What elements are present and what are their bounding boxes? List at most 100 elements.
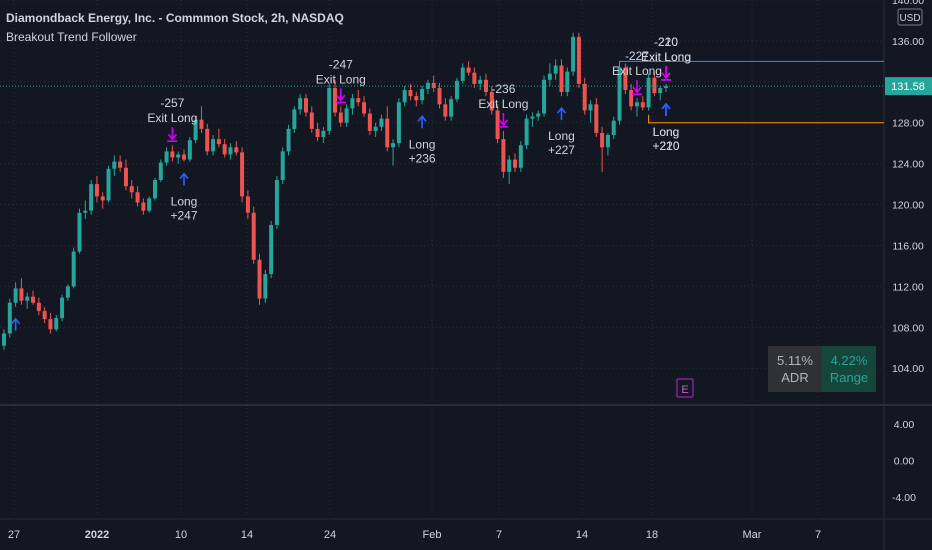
- trade-pnl: -227: [625, 49, 649, 63]
- candle-body: [48, 319, 53, 330]
- candle-body: [356, 98, 361, 103]
- earnings-marker-label: E: [681, 384, 688, 396]
- trade-label: Exit Long: [641, 50, 691, 64]
- long-arrow-head: [10, 317, 21, 325]
- candle-body: [344, 108, 349, 123]
- trade-label: Exit Long: [316, 72, 366, 86]
- x-tick-label: 10: [175, 529, 187, 541]
- currency-box: [897, 8, 923, 26]
- candle-body: [530, 116, 535, 119]
- candle-body: [646, 77, 651, 108]
- currency-label: USD: [899, 13, 920, 24]
- candle-body: [240, 152, 245, 197]
- x-tick-label: 24: [324, 529, 336, 541]
- candle-body: [414, 96, 419, 101]
- candle-body: [495, 110, 500, 140]
- candle-body: [658, 87, 663, 94]
- candle-body: [211, 139, 216, 152]
- candle-body: [54, 318, 59, 330]
- candle-body: [501, 139, 506, 172]
- candle-body: [333, 87, 337, 113]
- candle-body: [379, 118, 384, 127]
- trade-pnl: +220: [652, 139, 679, 153]
- candle-body: [31, 296, 36, 303]
- indicator-name: Breakout Trend Follower: [6, 30, 137, 44]
- x-tick-label: 7: [815, 529, 821, 541]
- range-label: Range: [829, 370, 869, 385]
- trade-pnl: -247: [329, 57, 353, 71]
- long-arrow-head: [417, 115, 427, 122]
- candle-body: [135, 192, 140, 203]
- candles: [2, 32, 668, 350]
- candle-body: [298, 98, 303, 110]
- trade-pnl: -257: [160, 96, 184, 110]
- candle-body: [42, 310, 47, 320]
- candle-body: [420, 88, 425, 101]
- candle-body: [164, 151, 169, 163]
- support-line: [648, 114, 884, 124]
- candle-body: [478, 79, 483, 84]
- x-tick-label: Mar: [743, 529, 762, 541]
- trade-label: Long: [653, 125, 680, 139]
- x-tick-label: 14: [241, 529, 253, 541]
- trade-pnl: +227: [548, 143, 575, 157]
- candle-body: [594, 104, 599, 133]
- candle-body: [431, 82, 436, 88]
- candle-body: [19, 288, 24, 301]
- candle-body: [425, 82, 430, 89]
- trade-label: Long: [171, 195, 198, 209]
- exit-arrow-head: [632, 86, 642, 94]
- y-tick-label: 140.00: [892, 0, 924, 7]
- trade-label: Long: [653, 125, 680, 139]
- candle-body: [234, 147, 239, 153]
- candle-body: [257, 259, 262, 299]
- candle-body: [582, 83, 587, 111]
- candle-body: [391, 143, 396, 148]
- candle-body: [600, 132, 605, 148]
- last-price-tag: [885, 77, 932, 96]
- candle-body: [327, 87, 332, 131]
- trade-pnl: -220: [654, 35, 678, 49]
- candle-body: [152, 180, 157, 199]
- candle-body: [147, 198, 152, 211]
- candle-body: [536, 113, 541, 117]
- candle-body: [350, 98, 355, 109]
- candle-body: [65, 286, 70, 298]
- candle-body: [60, 297, 65, 319]
- candle-body: [292, 109, 297, 129]
- long-arrow-head: [556, 106, 567, 114]
- x-tick-label: Feb: [423, 529, 442, 541]
- chart-title: Diamondback Energy, Inc. - Commmon Stock…: [6, 11, 344, 25]
- y-tick-label: 104.00: [892, 363, 924, 375]
- trade-label: Long: [548, 129, 575, 143]
- y-tick-label: 108.00: [892, 322, 924, 334]
- candle-body: [507, 159, 512, 172]
- candle-body: [524, 118, 529, 146]
- candle-body: [141, 202, 146, 211]
- adr-value: 5.11%: [777, 353, 813, 368]
- candle-body: [559, 65, 564, 93]
- candle-body: [36, 302, 41, 311]
- candle-body: [640, 102, 645, 108]
- candle-body: [460, 67, 465, 81]
- trade-pnl: +210: [652, 139, 679, 153]
- candle-body: [396, 102, 401, 144]
- adr-box: 5.11% ADR: [768, 346, 822, 392]
- candle-body: [187, 140, 192, 160]
- exit-arrow-head: [498, 119, 509, 127]
- trade-label: Long: [409, 137, 436, 151]
- candle-body: [170, 151, 175, 158]
- candle-body: [303, 98, 308, 113]
- candle-body: [518, 145, 523, 168]
- candle-body: [100, 196, 105, 201]
- candle-body: [472, 72, 477, 84]
- osc-tick-label: -4.00: [892, 492, 916, 504]
- candle-body: [315, 128, 320, 138]
- trade-pnl: -236: [491, 82, 515, 96]
- osc-tick-label: 4.00: [894, 419, 915, 431]
- candle-body: [269, 225, 274, 275]
- y-tick-label: 116.00: [892, 240, 923, 252]
